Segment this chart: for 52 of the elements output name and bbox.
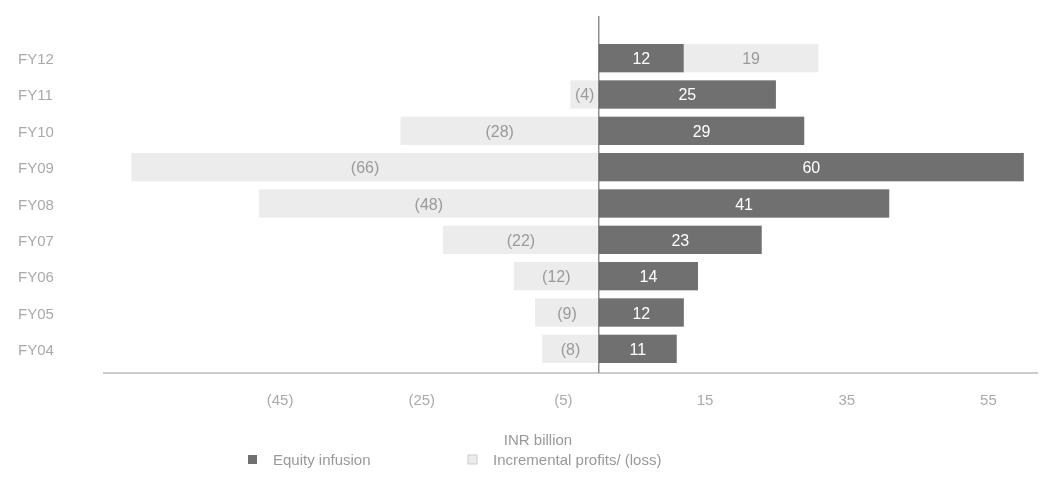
y-tick-label: FY08: [18, 195, 54, 213]
data-label: 12: [632, 50, 651, 68]
y-tick-label: FY04: [18, 340, 54, 358]
x-tick-label: (5): [554, 391, 573, 408]
bar: [598, 43, 684, 73]
bar: [683, 43, 819, 73]
data-label: (28): [485, 122, 514, 140]
bar: [131, 153, 599, 182]
y-tick-label: FY10: [18, 122, 54, 140]
x-tick-label: (25): [408, 391, 436, 408]
x-axis-title: INR billion: [503, 431, 573, 448]
data-label: 23: [671, 231, 690, 249]
data-label: (4): [574, 86, 595, 104]
data-label: (66): [350, 159, 380, 177]
y-tick-label: FY09: [18, 159, 54, 177]
data-label: 25: [678, 86, 697, 104]
y-tick-label: FY05: [18, 304, 54, 322]
bar: [598, 189, 890, 218]
data-label: (9): [557, 304, 577, 322]
y-tick-label: FY11: [18, 86, 53, 104]
bar: [598, 298, 684, 327]
data-label: 11: [629, 340, 647, 358]
bar: [598, 334, 677, 364]
legend-label: Equity infusion: [273, 451, 371, 468]
data-label: 12: [632, 304, 651, 322]
y-tick-label: FY06: [18, 268, 54, 286]
y-tick-label: FY12: [18, 50, 54, 68]
x-tick-label: 15: [696, 391, 714, 408]
data-label: (48): [414, 195, 444, 213]
bar: [258, 189, 599, 218]
x-tick-label: (45): [266, 391, 294, 408]
data-label: (22): [506, 231, 536, 249]
data-label: 19: [742, 50, 761, 68]
data-label: 14: [639, 268, 658, 286]
data-label: (12): [542, 268, 571, 286]
bar: [400, 116, 599, 145]
bar: [535, 298, 599, 327]
x-tick-label: 35: [838, 391, 856, 408]
legend-label: Incremental profits/ (loss): [493, 451, 662, 468]
bar: [598, 262, 698, 291]
bar: [598, 116, 805, 145]
y-tick-label: FY07: [18, 231, 54, 249]
data-label: 60: [802, 159, 821, 177]
bar: [513, 262, 599, 291]
data-label: 41: [735, 195, 754, 213]
data-label: (8): [560, 340, 581, 358]
bar: [598, 153, 1024, 182]
bar: [598, 225, 762, 254]
bar: [443, 225, 599, 254]
data-label: 29: [692, 122, 711, 140]
bar: [598, 80, 776, 109]
x-tick-label: 55: [980, 391, 997, 408]
